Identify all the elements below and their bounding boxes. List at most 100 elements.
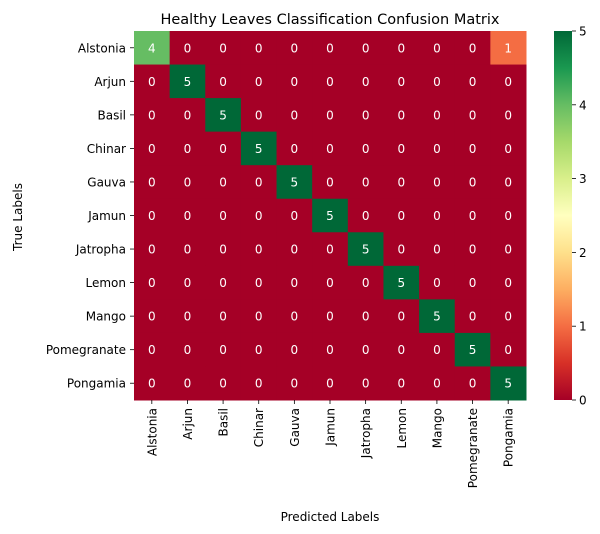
- heatmap-cell: [312, 265, 349, 300]
- cell-value-label: 5: [184, 75, 192, 89]
- heatmap-cell: [383, 64, 420, 99]
- y-tick-label: Lemon: [86, 276, 127, 290]
- cell-value-label: 0: [504, 108, 512, 122]
- heatmap-cell: [490, 131, 527, 166]
- cell-value-label: 0: [219, 142, 227, 156]
- x-tick-label: Chinar: [252, 408, 266, 447]
- heatmap-cells: [134, 31, 527, 401]
- heatmap-cell: [419, 64, 456, 99]
- cell-value-label: 0: [433, 175, 441, 189]
- cell-value-label: 0: [362, 108, 370, 122]
- cell-value-label: 0: [397, 209, 405, 223]
- heatmap-cell: [454, 232, 491, 267]
- heatmap-cell: [312, 232, 349, 267]
- heatmap-cell: [205, 232, 242, 267]
- heatmap-cell: [169, 165, 206, 200]
- heatmap-cell: [454, 265, 491, 300]
- heatmap-cell: [134, 366, 171, 401]
- heatmap-cell: [240, 299, 278, 334]
- heatmap-cell: [169, 265, 206, 300]
- colorbar-gradient: [554, 31, 572, 400]
- cell-value-label: 0: [255, 310, 263, 324]
- heatmap-cell: [134, 232, 171, 267]
- cell-value-label: 0: [184, 343, 192, 357]
- heatmap-cell: [490, 98, 527, 133]
- heatmap-cell: [169, 64, 206, 99]
- cell-value-label: 0: [219, 310, 227, 324]
- x-tick-label: Mango: [430, 408, 444, 448]
- heatmap-cell: [240, 64, 278, 99]
- heatmap-cell: [383, 366, 420, 401]
- cell-value-label: 0: [255, 175, 263, 189]
- heatmap-cell: [134, 299, 171, 334]
- cell-value-label: 0: [326, 75, 334, 89]
- heatmap-cell: [205, 165, 242, 200]
- cell-value-label: 0: [504, 343, 512, 357]
- heatmap-cell: [205, 64, 242, 99]
- cell-value-label: 0: [219, 175, 227, 189]
- y-tick-label: Arjun: [94, 75, 126, 89]
- cell-value-label: 0: [219, 209, 227, 223]
- heatmap-cell: [347, 98, 384, 133]
- cell-value-label: 0: [255, 276, 263, 290]
- heatmap-cell: [419, 366, 456, 401]
- heatmap-cell: [312, 332, 349, 367]
- cell-value-label: 0: [326, 108, 334, 122]
- cell-value-label: 0: [362, 377, 370, 391]
- y-tick-label: Basil: [97, 108, 126, 122]
- heatmap-cell: [312, 131, 349, 166]
- cell-value-label: 0: [219, 243, 227, 257]
- cell-value-label: 0: [433, 142, 441, 156]
- cell-value-label: 0: [255, 209, 263, 223]
- cell-value-label: 0: [433, 243, 441, 257]
- cell-value-label: 0: [326, 343, 334, 357]
- cell-value-label: 0: [219, 377, 227, 391]
- colorbar-tick-label: 0: [579, 394, 587, 408]
- y-tick-label: Chinar: [87, 142, 126, 156]
- cell-value-label: 0: [397, 310, 405, 324]
- heatmap-cell: [134, 265, 171, 300]
- cell-value-label: 0: [291, 108, 299, 122]
- heatmap-cell: [240, 131, 278, 166]
- x-tick-label: Jatropha: [359, 408, 373, 459]
- colorbar-tick-label: 3: [579, 172, 587, 186]
- cell-value-label: 5: [291, 175, 299, 189]
- cell-value-label: 0: [291, 209, 299, 223]
- cell-value-label: 0: [255, 377, 263, 391]
- y-tick-label: Pongamia: [67, 377, 126, 391]
- cell-value-label: 0: [148, 310, 156, 324]
- y-tick-label: Jamun: [87, 209, 126, 223]
- x-tick-label: Basil: [217, 408, 231, 437]
- heatmap-cell: [312, 299, 349, 334]
- heatmap-cell: [276, 366, 313, 401]
- cell-value-label: 0: [504, 75, 512, 89]
- heatmap-cell: [240, 265, 278, 300]
- y-tick-label: Gauva: [87, 175, 126, 189]
- cell-value-label: 0: [291, 343, 299, 357]
- cell-value-label: 0: [397, 377, 405, 391]
- heatmap-cell: [347, 198, 384, 233]
- x-tick-label: Gauva: [288, 408, 302, 447]
- cell-value-label: 0: [148, 243, 156, 257]
- heatmap-cell: [419, 165, 456, 200]
- x-tick-label: Arjun: [181, 408, 195, 440]
- heatmap-cell: [454, 64, 491, 99]
- heatmap-cell: [419, 232, 456, 267]
- cell-value-label: 5: [504, 377, 512, 391]
- heatmap-cell: [134, 332, 171, 367]
- heatmap-cell: [134, 198, 171, 233]
- heatmap-cell: [454, 299, 491, 334]
- cell-value-label: 0: [504, 243, 512, 257]
- heatmap-cell: [383, 31, 420, 66]
- cell-value-label: 0: [148, 209, 156, 223]
- x-axis-title: Predicted Labels: [281, 510, 380, 524]
- heatmap-cell: [454, 31, 491, 66]
- heatmap-cell: [490, 165, 527, 200]
- cell-value-label: 0: [291, 41, 299, 55]
- heatmap-cell: [169, 31, 206, 66]
- heatmap-cell: [347, 332, 384, 367]
- heatmap-cell: [454, 165, 491, 200]
- y-tick-label: Jatropha: [75, 243, 126, 257]
- heatmap-cell: [134, 64, 171, 99]
- heatmap-cell: [383, 232, 420, 267]
